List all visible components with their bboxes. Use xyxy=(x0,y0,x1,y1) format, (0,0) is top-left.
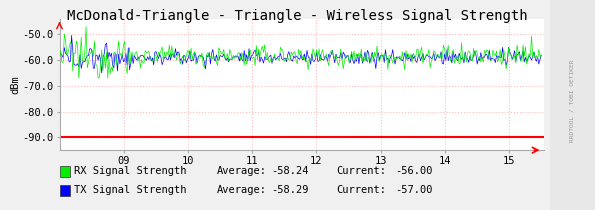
Text: RX Signal Strength: RX Signal Strength xyxy=(74,166,187,176)
Text: -57.00: -57.00 xyxy=(396,185,433,195)
Text: Current:: Current: xyxy=(336,185,386,195)
Text: -58.24: -58.24 xyxy=(271,166,308,176)
Text: Average:: Average: xyxy=(217,185,267,195)
Y-axis label: dBm: dBm xyxy=(10,75,20,94)
Text: Current:: Current: xyxy=(336,166,386,176)
Text: -58.29: -58.29 xyxy=(271,185,308,195)
Text: McDonald-Triangle - Triangle - Wireless Signal Strength: McDonald-Triangle - Triangle - Wireless … xyxy=(67,9,528,24)
Text: TX Signal Strength: TX Signal Strength xyxy=(74,185,187,195)
Text: -56.00: -56.00 xyxy=(396,166,433,176)
Text: RRDTOOL / TOBI OETIKER: RRDTOOL / TOBI OETIKER xyxy=(570,60,575,142)
Text: Average:: Average: xyxy=(217,166,267,176)
